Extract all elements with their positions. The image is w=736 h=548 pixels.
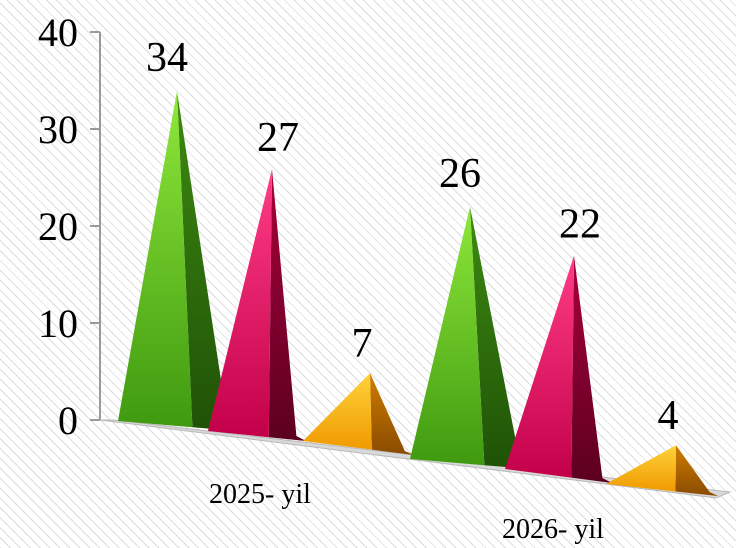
pyramid-side-face: [470, 206, 530, 470]
pyramid-side-face: [571, 255, 612, 483]
data-label: 7: [352, 321, 373, 367]
data-label: 22: [559, 202, 601, 248]
pyramid-front-face: [606, 445, 676, 492]
y-tick-label: 20: [38, 204, 78, 249]
y-tick-label: 10: [38, 301, 78, 346]
pyramid-front-face: [410, 206, 485, 466]
pyramids: [118, 91, 718, 496]
pyramid-front-face: [303, 373, 372, 450]
pyramid-1-1: [505, 255, 612, 483]
pyramid-front-face: [118, 91, 193, 428]
pyramid-side-face: [370, 373, 414, 455]
category-label: 2026- yil: [502, 514, 604, 545]
data-label: 34: [146, 35, 188, 81]
y-tick-label: 30: [38, 107, 78, 152]
pyramid-side-face: [268, 169, 306, 441]
pyramid-side-face: [177, 91, 238, 431]
category-label: 2025- yil: [209, 479, 311, 510]
pyramid-0-2: [303, 373, 414, 455]
y-tick-label: 0: [58, 398, 78, 443]
pyramid-side-face: [675, 445, 718, 496]
pyramid-0-1: [208, 169, 306, 441]
pyramid-front-face: [208, 169, 272, 438]
pyramid-front-face: [505, 255, 574, 478]
data-label: 27: [257, 115, 299, 161]
pyramid-0-0: [118, 91, 238, 431]
data-label: 4: [658, 393, 679, 439]
data-label: 26: [439, 151, 481, 197]
y-tick-label: 40: [38, 10, 78, 55]
pyramid-1-0: [410, 206, 530, 470]
pyramid-1-2: [606, 445, 718, 496]
labels: 0 10 20 30 40 34 27 7 26 22 4 2025- yil 2026- yil: [38, 10, 679, 545]
